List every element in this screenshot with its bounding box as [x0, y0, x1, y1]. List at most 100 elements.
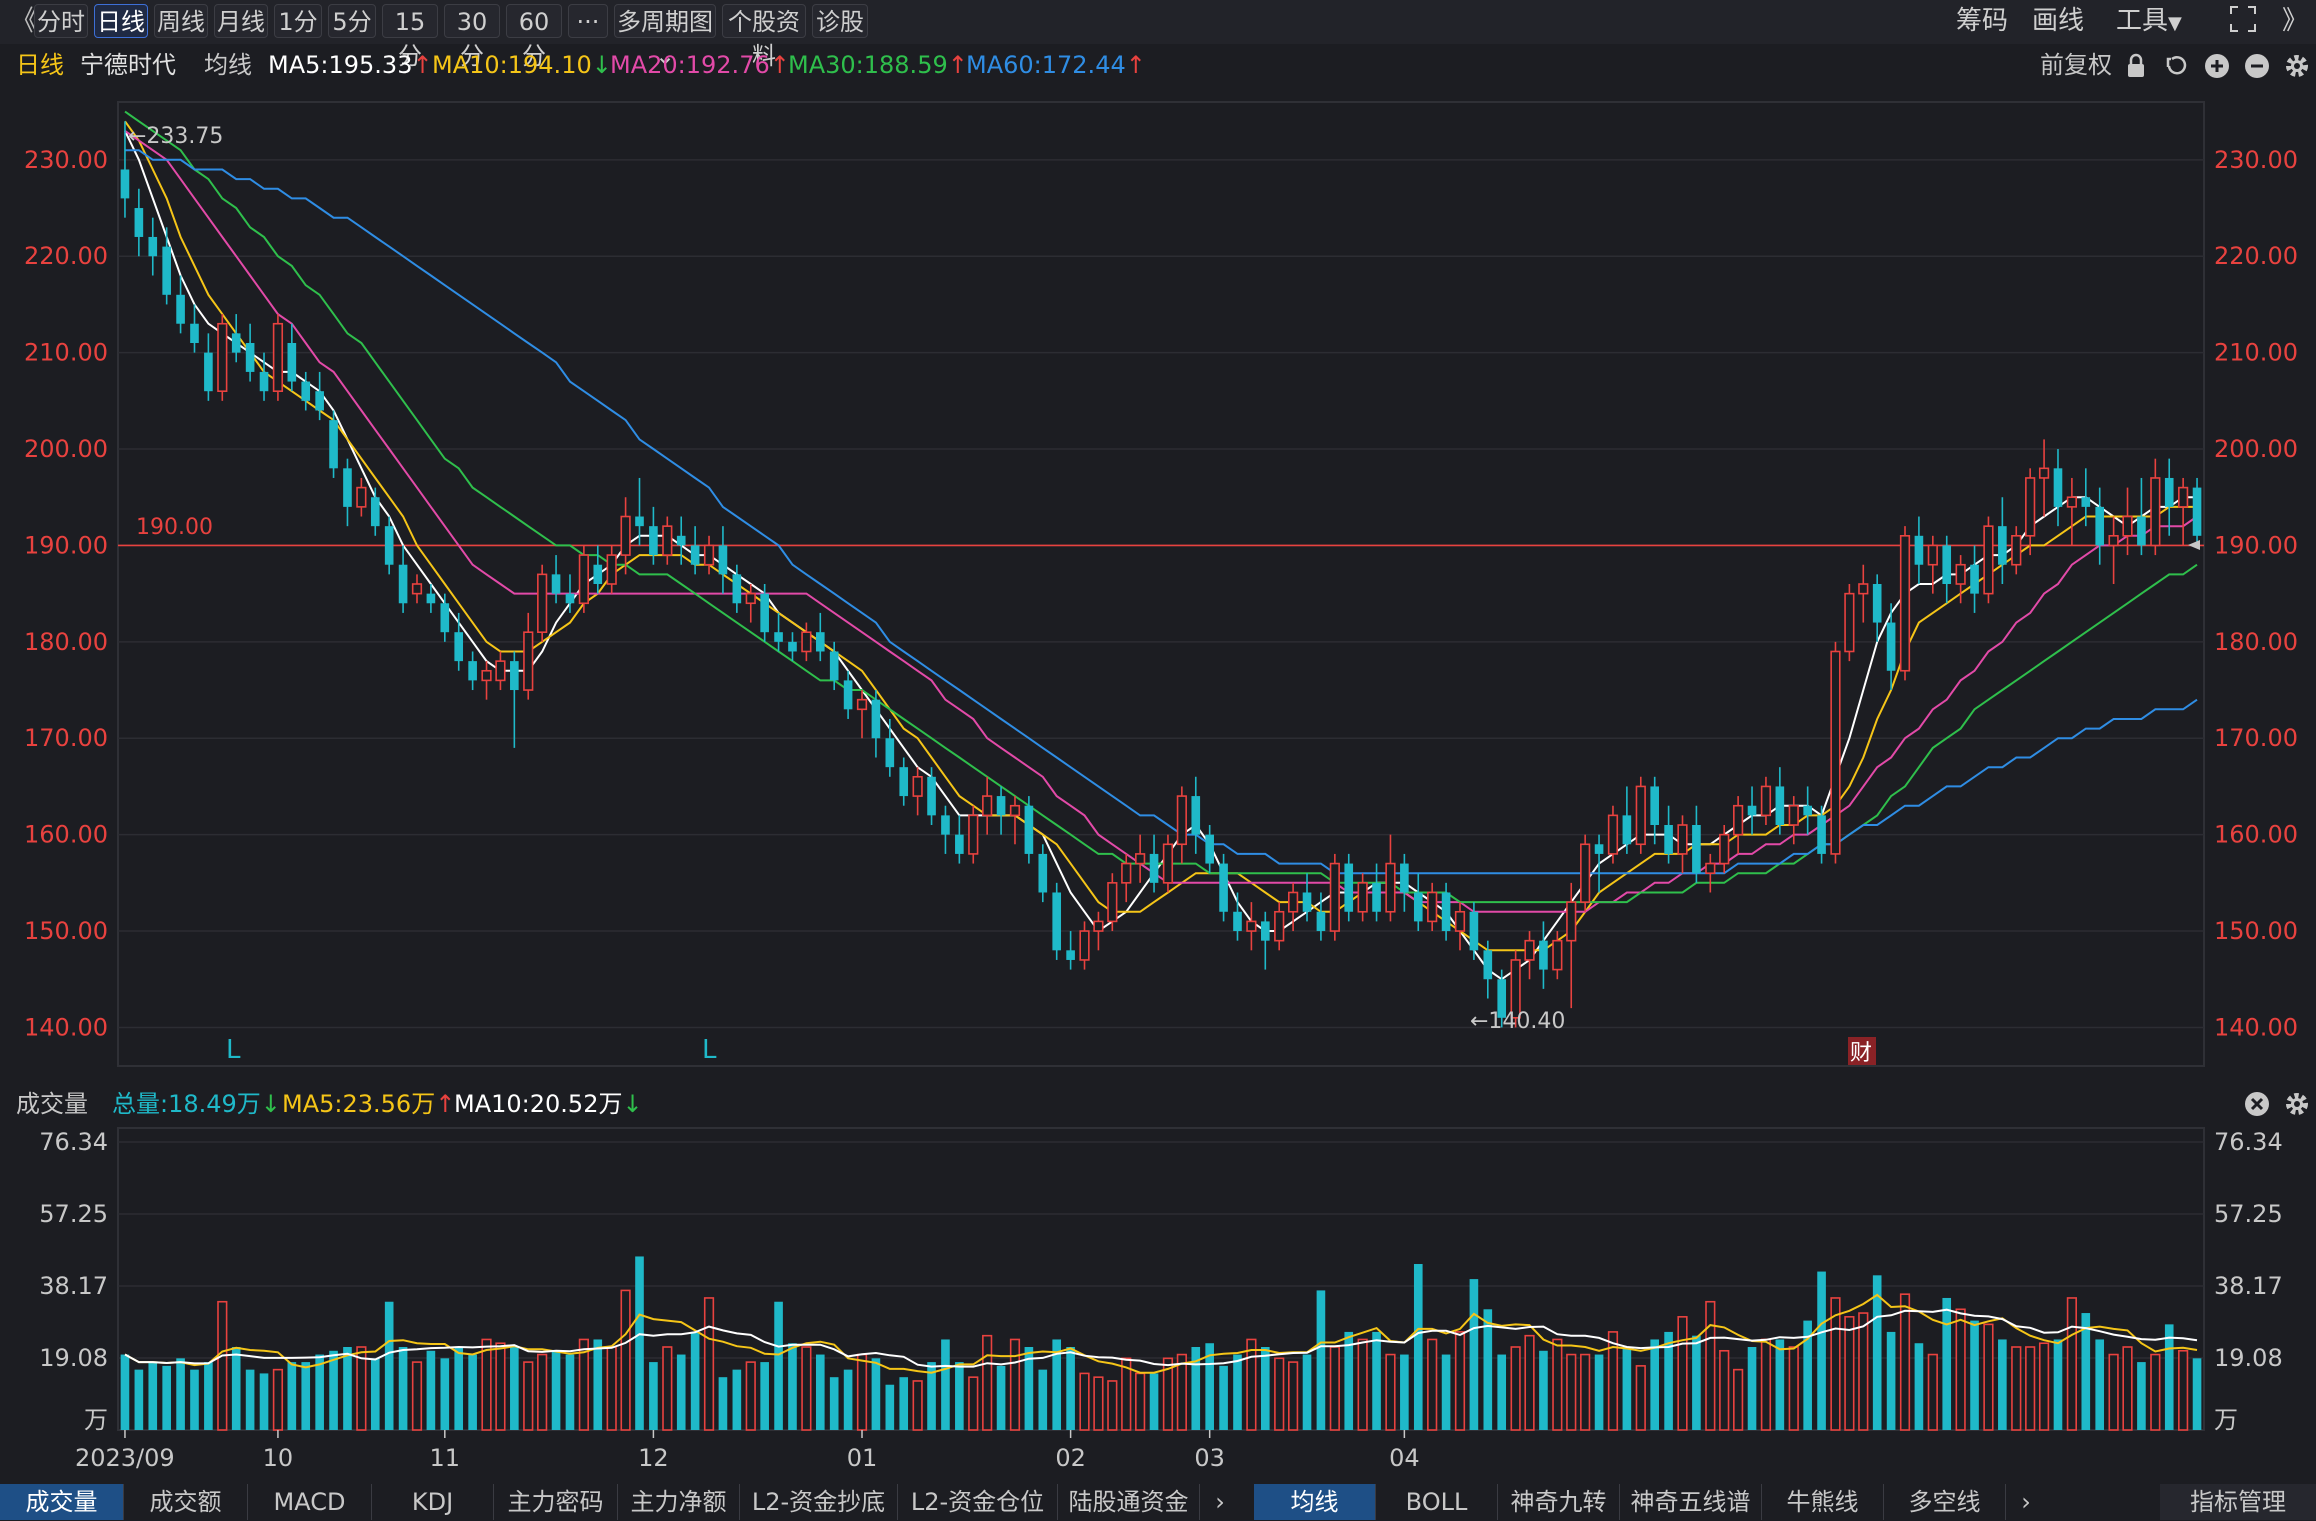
volume-bar[interactable] [1830, 1297, 1841, 1431]
candle[interactable] [551, 555, 561, 604]
volume-bar[interactable] [1760, 1338, 1772, 1431]
volume-bar[interactable] [190, 1369, 199, 1430]
volume-bar[interactable] [148, 1362, 158, 1430]
candle[interactable] [329, 410, 338, 478]
candle[interactable] [1998, 497, 2007, 584]
candle[interactable] [1135, 834, 1146, 883]
volume-bar[interactable] [440, 1358, 450, 1430]
candle[interactable] [1664, 805, 1673, 864]
candle[interactable] [1983, 516, 1994, 604]
volume-bar[interactable] [1288, 1361, 1299, 1431]
candle[interactable] [1400, 853, 1409, 912]
stock-profile-button[interactable]: 个股资料 [722, 4, 806, 70]
candle[interactable] [1205, 825, 1214, 874]
volume-bar[interactable] [356, 1346, 367, 1431]
volume-bar[interactable] [1566, 1353, 1577, 1431]
volume-bar[interactable] [927, 1362, 936, 1430]
candle[interactable] [1024, 796, 1034, 864]
candle[interactable] [426, 584, 436, 613]
candle[interactable] [1302, 873, 1312, 922]
candle[interactable] [2108, 516, 2119, 584]
indicator-manage-button[interactable]: 指标管理 [2160, 1484, 2316, 1520]
candle[interactable] [745, 584, 756, 623]
candle[interactable] [843, 670, 853, 719]
more-icon[interactable]: ··· [568, 4, 608, 38]
zoom-out-icon[interactable] [2244, 52, 2270, 90]
candle[interactable] [217, 314, 228, 401]
volume-bar[interactable] [1316, 1290, 1326, 1430]
gear-icon[interactable] [2284, 52, 2310, 90]
candle[interactable] [1607, 805, 1619, 864]
candle[interactable] [2081, 468, 2091, 527]
candle[interactable] [1038, 844, 1048, 903]
candle[interactable] [2038, 439, 2050, 517]
volume-bar[interactable] [1635, 1365, 1646, 1431]
candle[interactable] [620, 497, 631, 575]
draw-button[interactable]: 画线 [2032, 6, 2085, 36]
volume-bar[interactable] [829, 1377, 839, 1430]
volume-bar[interactable] [510, 1347, 519, 1430]
volume-bar[interactable] [287, 1362, 297, 1430]
volume-bar[interactable] [2192, 1358, 2202, 1430]
candle[interactable] [1788, 796, 1799, 845]
candle[interactable] [190, 304, 199, 353]
signal-marker-l[interactable]: L [702, 1035, 717, 1065]
gear-icon[interactable] [2284, 1091, 2310, 1127]
candle[interactable] [996, 786, 1006, 835]
candle[interactable] [662, 516, 673, 565]
volume-bar[interactable] [1344, 1331, 1354, 1430]
candle[interactable] [1052, 882, 1062, 960]
volume-bar[interactable] [1580, 1353, 1591, 1431]
volume-bar[interactable] [1357, 1338, 1368, 1431]
volume-bar[interactable] [120, 1354, 130, 1430]
volume-bar[interactable] [1329, 1346, 1340, 1431]
tab-five-lines[interactable]: 神奇五线谱 [1620, 1484, 1762, 1520]
candle[interactable] [1357, 873, 1368, 922]
volume-bar[interactable] [1872, 1275, 1882, 1430]
volume-bar[interactable] [259, 1373, 269, 1430]
volume-bar[interactable] [1942, 1297, 1952, 1430]
undo-icon[interactable] [2164, 52, 2190, 90]
volume-bar[interactable] [134, 1369, 144, 1430]
volume-bar[interactable] [1079, 1372, 1090, 1431]
candle[interactable] [2178, 477, 2189, 546]
candle[interactable] [1385, 834, 1396, 922]
volume-bar[interactable] [1246, 1338, 1257, 1431]
volume-bar[interactable] [1983, 1323, 1994, 1431]
volume-bar[interactable] [1483, 1309, 1493, 1430]
candle[interactable] [1162, 834, 1174, 893]
candle[interactable] [1233, 892, 1242, 941]
volume-bar[interactable] [1274, 1357, 1285, 1431]
volume-bar[interactable] [1844, 1316, 1855, 1431]
candle[interactable] [301, 371, 311, 411]
volume-bar[interactable] [370, 1358, 380, 1430]
volume-bar[interactable] [996, 1365, 1006, 1430]
candle[interactable] [1427, 882, 1438, 932]
candle[interactable] [1817, 805, 1826, 864]
volume-bar[interactable] [1107, 1380, 1118, 1431]
volume-bar[interactable] [1400, 1354, 1409, 1430]
candle[interactable] [1899, 526, 1911, 681]
volume-bar[interactable] [384, 1301, 394, 1430]
candle[interactable] [1566, 882, 1577, 1009]
candle[interactable] [1176, 786, 1187, 864]
volume-bar[interactable] [454, 1347, 464, 1430]
volume-bar[interactable] [968, 1376, 979, 1431]
tab-minute[interactable]: 分时 [34, 4, 88, 38]
candle[interactable] [120, 121, 130, 218]
candle[interactable] [968, 805, 979, 864]
candle[interactable] [1677, 815, 1688, 874]
candle[interactable] [1079, 921, 1090, 970]
candle[interactable] [523, 612, 534, 700]
tab-main-net[interactable]: 主力净额 [618, 1484, 740, 1520]
candle[interactable] [454, 612, 464, 671]
candle[interactable] [176, 275, 185, 334]
candle[interactable] [1219, 853, 1228, 922]
volume-bar[interactable] [2025, 1346, 2036, 1431]
volume-bar[interactable] [1747, 1347, 1757, 1430]
volume-bar[interactable] [1024, 1347, 1034, 1430]
volume-bar[interactable] [537, 1353, 548, 1431]
volume-bar[interactable] [2053, 1339, 2063, 1430]
candle[interactable] [1886, 603, 1896, 691]
candle[interactable] [315, 371, 324, 421]
